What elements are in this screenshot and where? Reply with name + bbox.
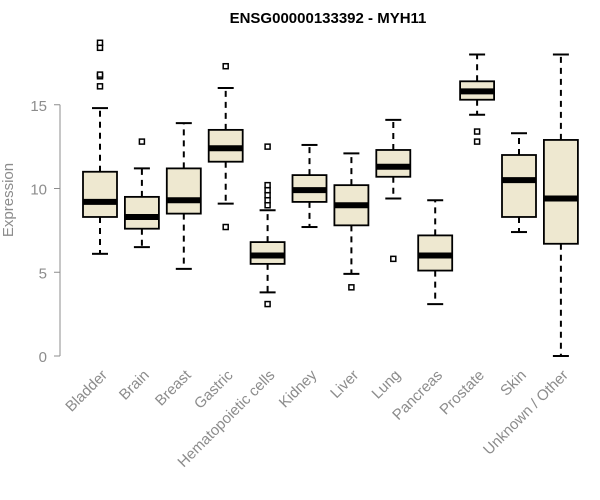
box-iqr xyxy=(124,195,160,230)
box-group xyxy=(333,152,370,291)
outlier-point xyxy=(96,39,104,47)
outlier-point xyxy=(264,191,271,199)
box-iqr xyxy=(375,149,412,178)
x-tick-label: Lung xyxy=(369,367,405,403)
x-tick-label: Prostate xyxy=(436,367,488,419)
outlier-point xyxy=(264,181,271,189)
outlier-point xyxy=(222,223,229,231)
outlier-point xyxy=(348,284,355,291)
x-tick-label: Liver xyxy=(327,367,362,402)
box-group xyxy=(291,143,328,229)
y-tick-label: 10 xyxy=(30,182,47,199)
x-tick-label: Kidney xyxy=(276,366,321,411)
x-tick-label: Skin xyxy=(497,367,530,400)
x-tick-label: Brain xyxy=(116,367,153,404)
outlier-point xyxy=(222,62,229,70)
outlier-point xyxy=(138,138,146,145)
box-group xyxy=(459,53,496,145)
box-group xyxy=(501,132,537,234)
outlier-point xyxy=(96,71,104,78)
outlier-point xyxy=(96,83,104,90)
x-tick-label: Bladder xyxy=(62,367,111,416)
box-iqr xyxy=(543,139,579,245)
y-axis-label: Expression xyxy=(0,163,17,237)
outlier-point xyxy=(264,202,271,209)
outlier-point xyxy=(390,255,397,263)
outlier-point xyxy=(473,128,481,135)
box-group xyxy=(543,53,579,357)
outlier-point xyxy=(264,143,271,150)
box-iqr xyxy=(165,167,202,215)
box-group xyxy=(375,118,412,263)
box-group xyxy=(82,39,118,255)
outlier-point xyxy=(96,44,104,52)
y-tick-label: 5 xyxy=(39,265,47,282)
box-iqr xyxy=(82,170,118,218)
x-tick-label: Breast xyxy=(152,366,195,409)
box-group xyxy=(249,143,286,308)
box-group xyxy=(165,122,202,270)
box-group xyxy=(207,62,244,231)
box-series xyxy=(82,39,579,357)
y-axis: 0 5 10 15 xyxy=(30,98,61,366)
outlier-point xyxy=(264,196,271,204)
y-tick-label: 0 xyxy=(39,349,47,366)
box-iqr xyxy=(501,154,537,218)
outlier-point xyxy=(264,300,271,308)
outlier-point xyxy=(473,138,481,145)
outlier-point xyxy=(264,186,271,194)
box-group xyxy=(124,138,160,249)
box-group xyxy=(417,199,454,306)
y-tick-label: 15 xyxy=(30,98,47,115)
chart-title: ENSG00000133392 - MYH11 xyxy=(230,10,427,27)
